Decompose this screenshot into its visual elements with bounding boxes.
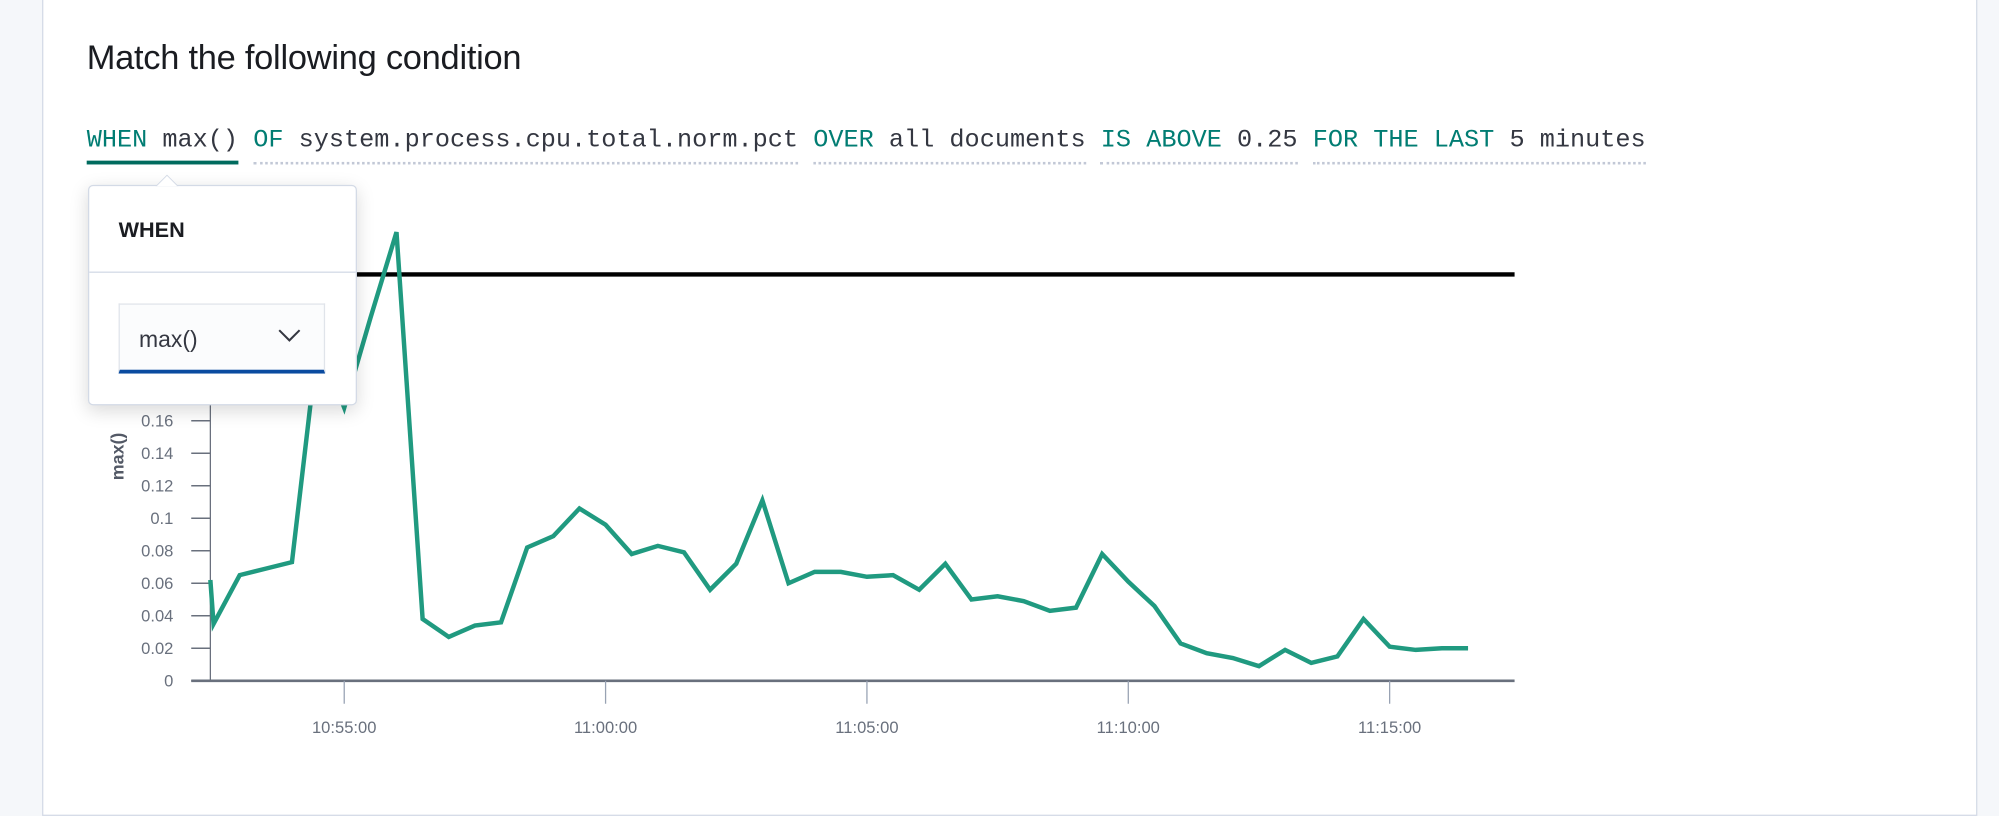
- when-popover: WHEN max(): [88, 185, 357, 406]
- y-tick-label: 0.04: [141, 607, 173, 626]
- x-tick-label: 11:05:00: [835, 718, 898, 737]
- popover-divider: [89, 272, 355, 273]
- y-tick-label: 0.02: [141, 639, 173, 658]
- popover-title: WHEN: [119, 218, 185, 243]
- x-tick-label: 10:55:00: [312, 718, 376, 737]
- y-tick-label: 0.06: [141, 574, 173, 593]
- y-tick-label: 0.1: [150, 509, 173, 528]
- y-tick-label: 0: [164, 672, 173, 691]
- x-tick-label: 11:15:00: [1358, 718, 1421, 737]
- series-line: [210, 232, 1468, 666]
- y-tick-label: 0.14: [141, 444, 173, 463]
- y-axis-label: max(): [108, 433, 128, 481]
- x-tick-label: 11:00:00: [574, 718, 637, 737]
- aggregation-select-value: max(): [139, 326, 198, 353]
- y-tick-label: 0.08: [141, 541, 173, 560]
- x-tick-label: 11:10:00: [1097, 718, 1160, 737]
- aggregation-select[interactable]: max(): [119, 303, 326, 373]
- y-tick-label: 0.16: [141, 411, 173, 430]
- chevron-down-icon: [278, 328, 301, 343]
- popover-arrow: [156, 175, 179, 186]
- y-tick-label: 0.12: [141, 476, 173, 495]
